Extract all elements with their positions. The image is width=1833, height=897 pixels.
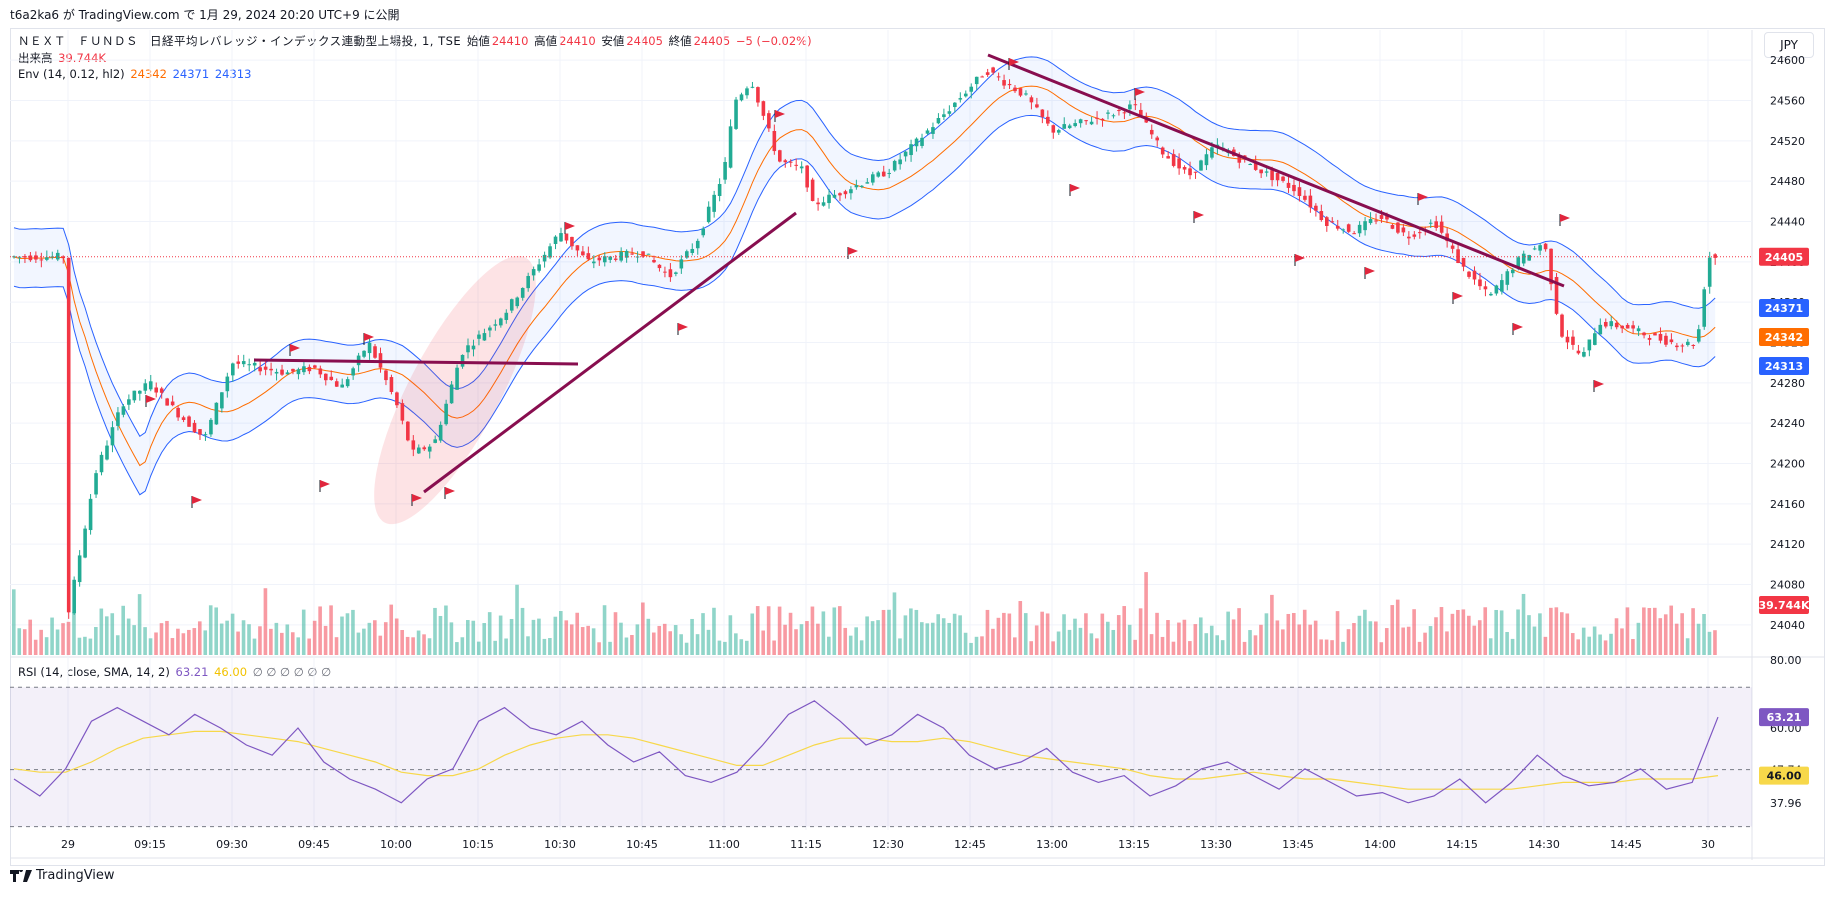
volume-label[interactable]: 出来高 (18, 51, 53, 65)
env-upper-value: 24371 (172, 67, 210, 81)
publish-caption: t6a2ka6 が TradingView.com で 1月 29, 2024 … (10, 8, 400, 22)
high-label: 高値 (534, 34, 558, 48)
rsi-ma-value: 46.00 (214, 665, 248, 679)
brand-label: TradingView (36, 868, 115, 883)
chart-frame (10, 28, 1825, 866)
low-label: 安値 (601, 34, 625, 48)
close-label: 終値 (668, 34, 692, 48)
low-value: 24405 (626, 34, 663, 48)
tradingview-logo-icon (10, 869, 32, 882)
env-basis-value: 24342 (130, 67, 167, 81)
volume-value: 39.744K (58, 51, 106, 65)
tradingview-brand: TradingView (10, 868, 115, 883)
volume-legend: 出来高 39.744K (18, 50, 108, 66)
high-value: 24410 (559, 34, 596, 48)
change-value: −5 (−0.02%) (735, 34, 812, 48)
currency-button[interactable]: JPY (1764, 32, 1814, 58)
symbol-legend: ＮＥＸＴ ＦＵＮＤＳ 日経平均レバレッジ・インデックス連動型上場投, 1, TS… (18, 33, 814, 49)
env-legend: Env (14, 0.12, hl2) 24342 24371 24313 (18, 67, 253, 81)
open-label: 始値 (466, 34, 490, 48)
symbol-title[interactable]: ＮＥＸＴ ＦＵＮＤＳ 日経平均レバレッジ・インデックス連動型上場投, 1, TS… (18, 34, 462, 48)
open-value: 24410 (491, 34, 529, 48)
rsi-label[interactable]: RSI (14, close, SMA, 14, 2) (18, 665, 170, 679)
close-value: 24405 (693, 34, 731, 48)
env-lower-value: 24313 (214, 67, 252, 81)
rsi-value: 63.21 (175, 665, 209, 679)
rsi-extra-values: ∅ ∅ ∅ ∅ ∅ ∅ (252, 665, 332, 679)
rsi-legend: RSI (14, close, SMA, 14, 2) 63.21 46.00 … (18, 665, 333, 679)
env-label[interactable]: Env (14, 0.12, hl2) (18, 67, 125, 81)
